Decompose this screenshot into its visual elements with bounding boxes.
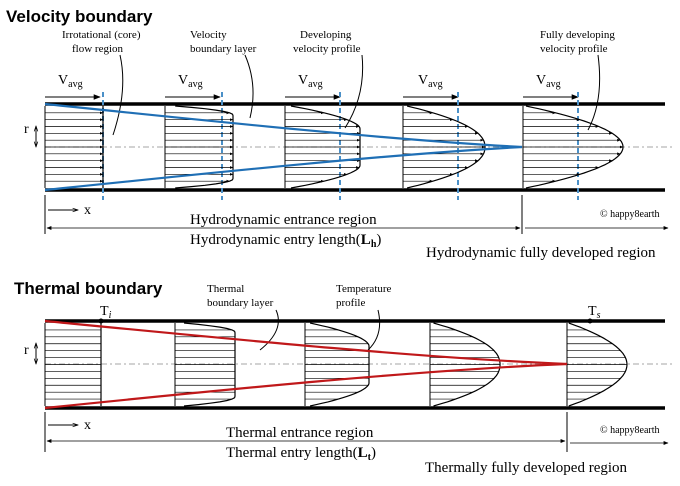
developing-profile-label-line1: Developing [300, 29, 352, 41]
velocity-boundary-layer-bottom [44, 145, 523, 192]
thermal-entrance-region-label: Thermal entrance region [226, 425, 374, 441]
profile-3 [284, 105, 361, 189]
thermal-bl-label-line2: boundary layer [207, 297, 274, 309]
temperature-profile-label-line1: Temperature [336, 283, 392, 295]
temperature-profiles [44, 322, 628, 407]
profile-10 [566, 322, 628, 407]
temperature-profile-label-line2: profile [336, 297, 365, 309]
vavg-label-4: Vavg [418, 73, 443, 90]
velocity-section: Velocity boundary Irrotational (core) fl… [6, 7, 672, 261]
vavg-label-2: Vavg [178, 73, 203, 90]
vavg-labels: Vavg Vavg Vavg Vavg Vavg [45, 73, 579, 100]
developing-profile-label-line2: velocity profile [293, 43, 361, 55]
fully-developed-profile-leader [587, 54, 601, 131]
profile-5 [522, 105, 624, 189]
thermal-r-label: r [24, 343, 29, 358]
hydrodynamic-entrance-region-label: Hydrodynamic entrance region [190, 212, 377, 228]
velocity-r-label: r [24, 122, 29, 137]
thermal-bl-label-line1: Thermal [207, 283, 244, 295]
thermal-copyright: © happy8earth [600, 425, 660, 436]
profile-4 [402, 105, 486, 189]
profile-9 [429, 322, 501, 407]
thermal-bl-leader [259, 309, 279, 351]
developing-profile-leader [344, 54, 364, 129]
profile-curve [568, 322, 628, 407]
profile-1 [44, 106, 104, 188]
temperature-profile-leader [367, 309, 381, 351]
irrotational-label-line2: flow region [72, 43, 124, 55]
velocity-bl-label-line1: Velocity [190, 29, 227, 41]
profile-curve [309, 322, 370, 407]
profile-curve [433, 322, 501, 407]
thermal-boundary-layer-bottom [44, 362, 568, 410]
thermal-section: Thermal boundary Thermal boundary layer … [14, 279, 672, 476]
velocity-x-label: x [84, 203, 91, 218]
inlet-temperature-label: Ti [100, 304, 112, 321]
hydrodynamic-fully-developed-label: Hydrodynamic fully developed region [426, 245, 656, 261]
vavg-label-3: Vavg [298, 73, 323, 90]
fully-developed-profile-label-line1: Fully developing [540, 29, 615, 41]
velocity-copyright: © happy8earth [600, 209, 660, 220]
irrotational-leader [112, 54, 124, 136]
thermal-boundary-layer-top [44, 319, 568, 366]
fully-developed-profile-label-line2: velocity profile [540, 43, 608, 55]
profile-curve [290, 105, 361, 189]
hydrodynamic-entry-length-label: Hydrodynamic entry length(Lh) [190, 232, 381, 250]
profile-2 [164, 105, 234, 189]
velocity-bl-label-line2: boundary layer [190, 43, 257, 55]
profile-curve [406, 105, 486, 189]
profile-8 [304, 322, 370, 407]
vavg-label-5: Vavg [536, 73, 561, 90]
profile-6 [44, 323, 102, 406]
profile-curve [175, 105, 234, 189]
thermal-fully-developed-label: Thermally fully developed region [425, 460, 628, 476]
velocity-bl-leader [244, 54, 254, 119]
profile-curve [525, 105, 624, 189]
velocity-boundary-layer-top [44, 102, 523, 149]
surface-temperature-label: Ts [588, 304, 601, 321]
velocity-title: Velocity boundary [6, 7, 153, 26]
thermal-entry-length-label: Thermal entry length(Lt) [226, 445, 376, 463]
thermal-x-label: x [84, 418, 91, 433]
velocity-profiles [44, 105, 624, 189]
vavg-label-1: Vavg [58, 73, 83, 90]
irrotational-label-line1: Irrotational (core) [62, 29, 141, 41]
profile-curve [183, 322, 236, 407]
profile-7 [174, 322, 236, 407]
thermal-title: Thermal boundary [14, 279, 163, 298]
